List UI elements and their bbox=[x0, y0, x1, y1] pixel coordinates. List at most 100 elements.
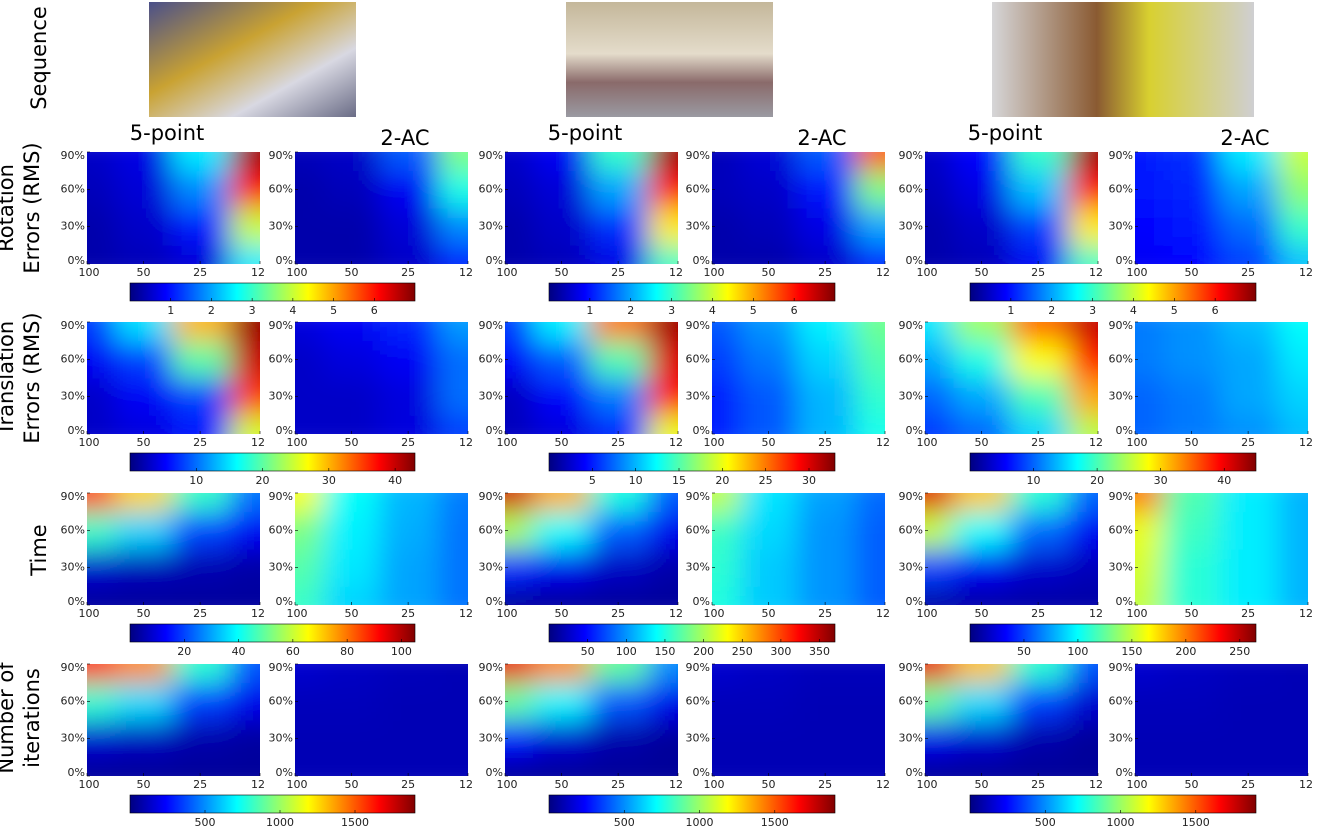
colorbar-tick-label: 1 bbox=[586, 304, 593, 317]
heat-cell bbox=[1220, 341, 1279, 379]
row-label: Number of bbox=[0, 662, 18, 774]
colorbar-tick-label: 100 bbox=[1067, 645, 1088, 658]
x-tick-label: 50 bbox=[975, 266, 989, 279]
heat-cell bbox=[1220, 171, 1279, 209]
heatmap-cells bbox=[52, 300, 295, 457]
x-tick-label: 25 bbox=[818, 778, 832, 791]
heat-cell bbox=[115, 549, 172, 587]
y-tick-label: 60% bbox=[61, 352, 85, 365]
row-label: Sequence bbox=[27, 6, 51, 110]
y-tick-label: 90% bbox=[1109, 490, 1133, 503]
y-tick-label: 60% bbox=[61, 182, 85, 195]
colorbar-tick-label: 30 bbox=[322, 474, 336, 487]
x-tick-label: 50 bbox=[345, 436, 359, 449]
heat-cell bbox=[380, 208, 439, 246]
heatmap-cells bbox=[470, 130, 713, 287]
y-tick-label: 90% bbox=[61, 149, 85, 162]
y-tick-label: 90% bbox=[269, 490, 293, 503]
y-tick-label: 30% bbox=[61, 561, 85, 574]
x-tick-label: 100 bbox=[497, 778, 518, 791]
heat-cell bbox=[740, 549, 797, 587]
heat-cell bbox=[323, 720, 380, 758]
heatmap bbox=[260, 642, 503, 799]
heat-cell bbox=[797, 300, 856, 342]
colorbar-tick-label: 100 bbox=[616, 645, 637, 658]
y-tick-label: 30% bbox=[1109, 561, 1133, 574]
heat-cell bbox=[323, 378, 380, 416]
heat-cell bbox=[533, 341, 590, 379]
heat-cell bbox=[590, 549, 649, 587]
x-tick-label: 25 bbox=[1241, 436, 1255, 449]
method-title: 5-point bbox=[968, 121, 1043, 145]
heat-cell bbox=[380, 549, 439, 587]
colorbar-tick-label: 40 bbox=[388, 474, 402, 487]
heat-cell bbox=[1278, 171, 1326, 209]
heat-cell bbox=[590, 378, 649, 416]
heat-cell bbox=[1163, 720, 1220, 758]
heatmap-cells bbox=[677, 642, 920, 799]
x-tick-label: 100 bbox=[1127, 436, 1148, 449]
y-tick-label: 60% bbox=[479, 694, 503, 707]
heat-cell bbox=[533, 549, 590, 587]
x-tick-label: 12 bbox=[251, 778, 265, 791]
x-tick-label: 12 bbox=[669, 607, 683, 620]
x-tick-label: 12 bbox=[1089, 436, 1103, 449]
heat-cell bbox=[380, 171, 439, 209]
x-tick-label: 12 bbox=[1089, 778, 1103, 791]
colorbar-tick-label: 4 bbox=[709, 304, 716, 317]
heat-cell bbox=[380, 378, 439, 416]
heat-cell bbox=[1010, 208, 1069, 246]
x-tick-label: 12 bbox=[669, 778, 683, 791]
colorbar bbox=[549, 453, 835, 471]
heat-cell bbox=[172, 378, 231, 416]
heat-cell bbox=[590, 512, 649, 550]
heat-cell bbox=[1220, 512, 1279, 550]
x-tick-label: 50 bbox=[975, 778, 989, 791]
x-tick-label: 12 bbox=[876, 436, 890, 449]
x-tick-label: 25 bbox=[1241, 778, 1255, 791]
method-title: 2-AC bbox=[797, 126, 846, 150]
y-tick-label: 90% bbox=[61, 490, 85, 503]
heat-cell bbox=[740, 720, 797, 758]
x-tick-label: 100 bbox=[287, 436, 308, 449]
heat-cell bbox=[115, 171, 172, 209]
heat-cell bbox=[1278, 683, 1326, 721]
x-tick-label: 100 bbox=[79, 778, 100, 791]
y-tick-label: 30% bbox=[899, 390, 923, 403]
heat-cell bbox=[590, 208, 649, 246]
y-tick-label: 60% bbox=[1109, 352, 1133, 365]
colorbar-tick-label: 5 bbox=[750, 304, 757, 317]
y-tick-label: 30% bbox=[1109, 220, 1133, 233]
colorbar-tick-label: 200 bbox=[693, 645, 714, 658]
heatmap-cells bbox=[52, 471, 295, 628]
x-tick-label: 50 bbox=[137, 266, 151, 279]
colorbar-tick-label: 1 bbox=[1007, 304, 1014, 317]
heat-cell bbox=[323, 512, 380, 550]
x-tick-label: 12 bbox=[669, 436, 683, 449]
heatmap-cells bbox=[1100, 300, 1326, 457]
colorbar-tick-label: 100 bbox=[391, 645, 412, 658]
heat-cell bbox=[953, 642, 1010, 684]
colorbar bbox=[130, 624, 415, 642]
x-tick-label: 25 bbox=[818, 436, 832, 449]
x-tick-label: 100 bbox=[704, 436, 725, 449]
colorbar-tick-label: 1500 bbox=[341, 816, 369, 829]
heatmap bbox=[677, 300, 920, 457]
heat-cell bbox=[1163, 471, 1220, 513]
colorbar-tick-label: 1000 bbox=[266, 816, 294, 829]
colorbar-tick-label: 40 bbox=[232, 645, 246, 658]
colorbar-tick-label: 50 bbox=[581, 645, 595, 658]
colorbar bbox=[130, 795, 415, 813]
y-tick-label: 60% bbox=[1109, 182, 1133, 195]
x-tick-label: 100 bbox=[1127, 607, 1148, 620]
colorbar-tick-label: 300 bbox=[770, 645, 791, 658]
heat-cell bbox=[1163, 130, 1220, 172]
heat-cell bbox=[533, 300, 590, 342]
colorbar-tick-label: 20 bbox=[177, 645, 191, 658]
heat-cell bbox=[953, 683, 1010, 721]
x-tick-label: 50 bbox=[137, 607, 151, 620]
heat-cell bbox=[1010, 341, 1069, 379]
heatmap bbox=[260, 300, 503, 457]
x-tick-label: 25 bbox=[401, 778, 415, 791]
heatmap bbox=[1100, 300, 1326, 457]
